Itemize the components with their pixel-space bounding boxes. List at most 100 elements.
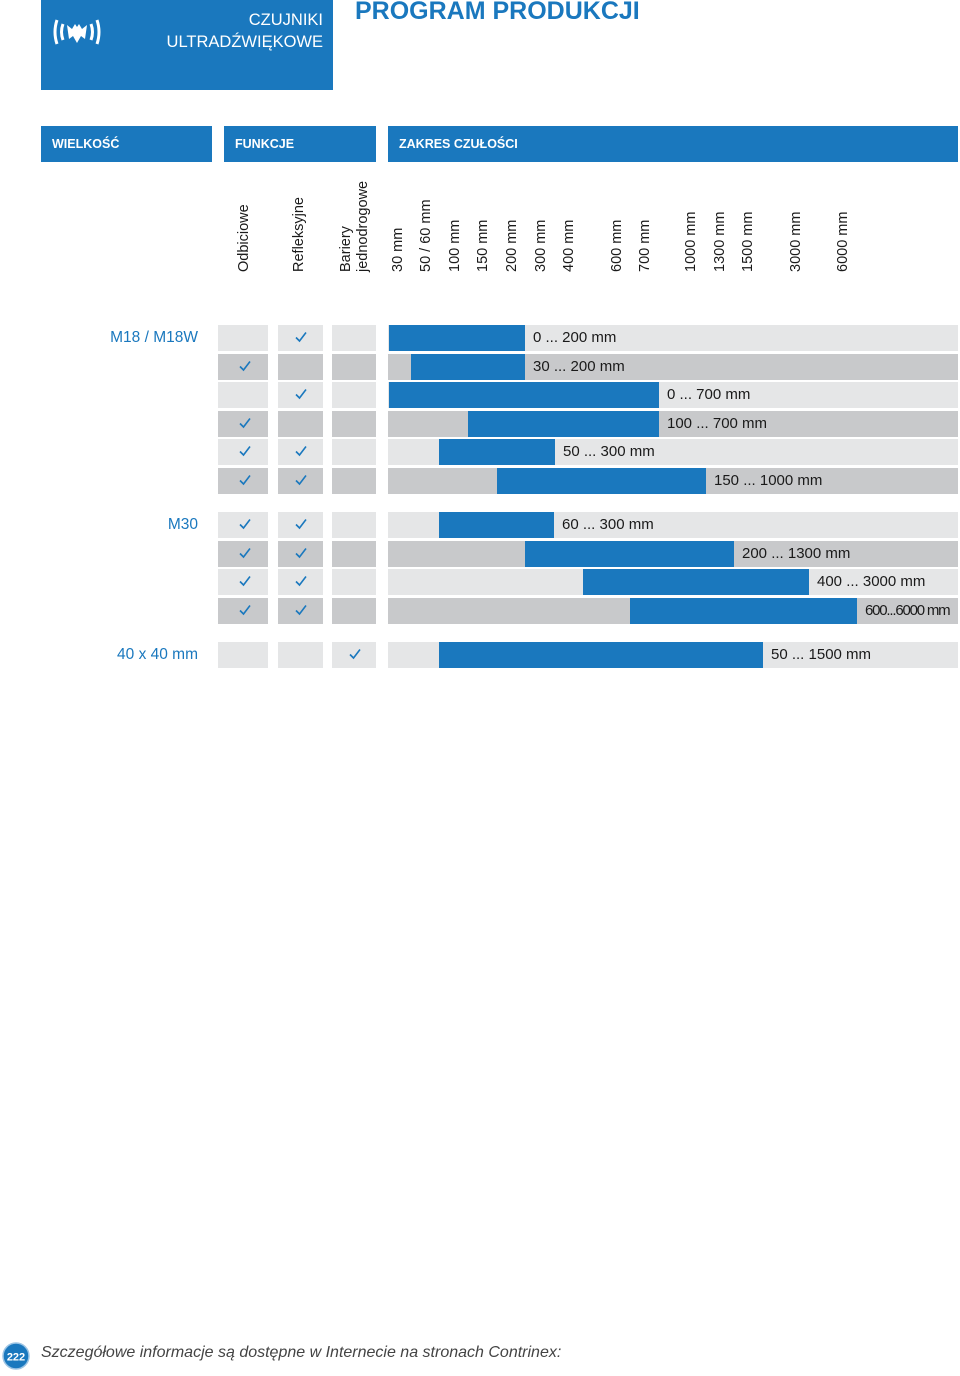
range-column-header: 700 mm: [637, 219, 653, 272]
check-icon: [349, 649, 361, 660]
size-label: M18 / M18W: [110, 329, 198, 346]
range-label: 100 ... 700 mm: [667, 415, 768, 432]
range-bar: [439, 642, 763, 668]
function-cell-reflex: [278, 569, 323, 595]
range-column-header: 30 mm: [390, 227, 406, 272]
range-bar: [389, 382, 659, 408]
range-label: 600...6000 mm: [865, 602, 951, 619]
function-cell-barrier: [332, 598, 376, 624]
size-label: M30: [167, 516, 198, 533]
function-cell-reflex: [278, 382, 323, 408]
function-cell-reflex: [278, 512, 323, 538]
range-label: 50 ... 1500 mm: [771, 646, 872, 663]
check-icon: [239, 576, 251, 587]
range-bar: [411, 354, 525, 380]
check-icon: [295, 605, 307, 616]
function-cell-barrier: [332, 512, 376, 538]
range-column-header: 50 / 60 mm: [418, 199, 434, 272]
range-column-header: 100 mm: [447, 219, 463, 272]
check-icon: [239, 446, 251, 457]
range-label: 150 ... 1000 mm: [714, 472, 823, 489]
range-bar: [630, 598, 857, 624]
check-icon: [295, 332, 307, 343]
function-cell-diffuse: [218, 598, 268, 624]
range-column-header: 1500 mm: [740, 211, 756, 272]
check-icon: [239, 361, 251, 372]
check-icon: [239, 418, 251, 429]
function-cell-barrier: [332, 354, 376, 380]
function-cell-barrier: [332, 411, 376, 437]
range-bar: [583, 569, 809, 595]
check-icon: [239, 548, 251, 559]
range-label: 50 ... 300 mm: [563, 443, 655, 460]
range-label: 200 ... 1300 mm: [742, 545, 851, 562]
range-label: 0 ... 700 mm: [667, 386, 751, 403]
category-line-2: ULTRADŹWIĘKOWE: [166, 33, 323, 51]
function-cell-reflex: [278, 541, 323, 567]
page-number-badge: 222: [2, 1342, 30, 1370]
col-barrier-line-1: Bariery: [338, 226, 354, 272]
check-icon: [295, 475, 307, 486]
function-cell-barrier: [332, 468, 376, 494]
function-cell-barrier: [332, 382, 376, 408]
range-label: 60 ... 300 mm: [562, 516, 654, 533]
check-icon: [295, 389, 307, 400]
footer-text: Szczegółowe informacje są dostępne w Int…: [41, 1344, 562, 1361]
range-label: 0 ... 200 mm: [533, 329, 617, 346]
function-cell-reflex: [278, 411, 323, 437]
function-cell-barrier: [332, 325, 376, 351]
range-column-header: 1000 mm: [683, 211, 699, 272]
function-cell-reflex: [278, 642, 323, 668]
range-column-header: 6000 mm: [835, 211, 851, 272]
function-cell-reflex: [278, 598, 323, 624]
range-column-header: 600 mm: [609, 219, 625, 272]
range-label: 30 ... 200 mm: [533, 358, 625, 375]
range-column-header: 300 mm: [533, 219, 549, 272]
page-title: PROGRAM PRODUKCJI: [355, 0, 640, 25]
range-bar: [497, 468, 706, 494]
function-cell-diffuse: [218, 354, 268, 380]
function-cell-reflex: [278, 468, 323, 494]
range-bar: [525, 541, 734, 567]
function-cell-diffuse: [218, 325, 268, 351]
function-cell-reflex: [278, 325, 323, 351]
page-number: 222: [7, 1352, 25, 1364]
function-cell-diffuse: [218, 439, 268, 465]
function-cell-diffuse: [218, 382, 268, 408]
function-cell-diffuse: [218, 642, 268, 668]
range-bar: [439, 512, 554, 538]
range-column-header: 3000 mm: [788, 211, 804, 272]
category-box: CZUJNIKI ULTRADŹWIĘKOWE: [41, 0, 333, 90]
check-icon: [239, 475, 251, 486]
size-section-header: WIELKOŚĆ: [41, 126, 212, 162]
ultrasonic-bat-icon: [53, 19, 101, 45]
check-icon: [239, 605, 251, 616]
check-icon: [239, 519, 251, 530]
function-cell-reflex: [278, 354, 323, 380]
function-cell-diffuse: [218, 468, 268, 494]
check-icon: [295, 548, 307, 559]
range-label: 400 ... 3000 mm: [817, 573, 926, 590]
function-cell-barrier: [332, 569, 376, 595]
size-label: 40 x 40 mm: [117, 646, 198, 663]
range-bar: [439, 439, 555, 465]
function-cell-barrier: [332, 541, 376, 567]
function-cell-diffuse: [218, 411, 268, 437]
col-barrier-line-2: jednodrogowe: [355, 180, 371, 272]
function-cell-barrier: [332, 642, 376, 668]
functions-section-header: FUNKCJE: [224, 126, 376, 162]
range-bar: [468, 411, 659, 437]
col-barrier: Bariery jednodrogowe: [338, 181, 372, 272]
range-column-header: 1300 mm: [712, 211, 728, 272]
col-reflex: Refleksyjne: [291, 197, 307, 272]
category-line-1: CZUJNIKI: [248, 11, 323, 29]
range-section-header: ZAKRES CZUŁOŚCI: [388, 126, 958, 162]
function-cell-diffuse: [218, 512, 268, 538]
range-column-header: 400 mm: [561, 219, 577, 272]
range-column-header: 150 mm: [475, 219, 491, 272]
function-cell-reflex: [278, 439, 323, 465]
check-icon: [295, 519, 307, 530]
check-icon: [295, 576, 307, 587]
function-cell-diffuse: [218, 569, 268, 595]
range-column-header: 200 mm: [504, 219, 520, 272]
